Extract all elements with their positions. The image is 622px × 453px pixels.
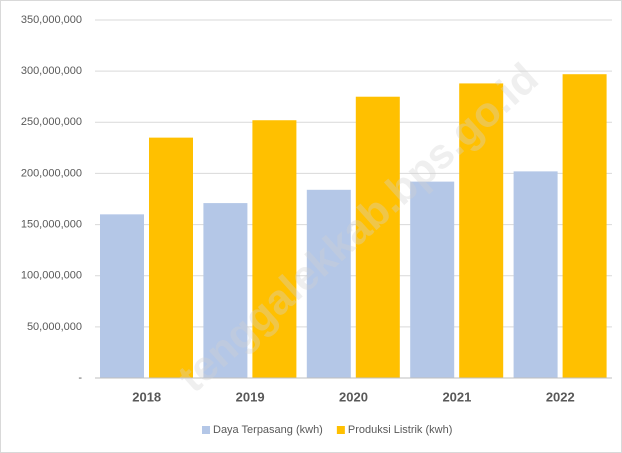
y-tick-label: 50,000,000 (27, 321, 82, 333)
legend-swatch (202, 426, 210, 434)
bar (306, 189, 351, 378)
bar (410, 181, 455, 378)
y-tick-label: 300,000,000 (21, 65, 82, 77)
legend-label: Produksi Listrik (kwh) (348, 424, 453, 436)
y-tick-label: 350,000,000 (21, 14, 82, 26)
y-tick-label: - (78, 372, 82, 384)
x-tick-label: 2018 (132, 389, 161, 404)
bar (355, 96, 400, 378)
x-tick-label: 2019 (236, 389, 265, 404)
x-tick-label: 2020 (339, 389, 368, 404)
bar (459, 83, 504, 378)
y-tick-label: 200,000,000 (21, 167, 82, 179)
legend-swatch (336, 426, 345, 434)
x-tick-label: 2021 (442, 389, 471, 404)
y-tick-label: 250,000,000 (21, 116, 82, 128)
bar (149, 137, 193, 378)
bar (513, 171, 558, 378)
bar (100, 214, 144, 378)
y-tick-label: 150,000,000 (21, 218, 82, 230)
bar (562, 74, 607, 378)
bar (203, 203, 248, 378)
x-tick-label: 2022 (546, 389, 575, 404)
y-tick-label: 100,000,000 (21, 270, 82, 282)
bar (252, 120, 297, 379)
legend-label: Daya Terpasang (kwh) (213, 424, 323, 436)
